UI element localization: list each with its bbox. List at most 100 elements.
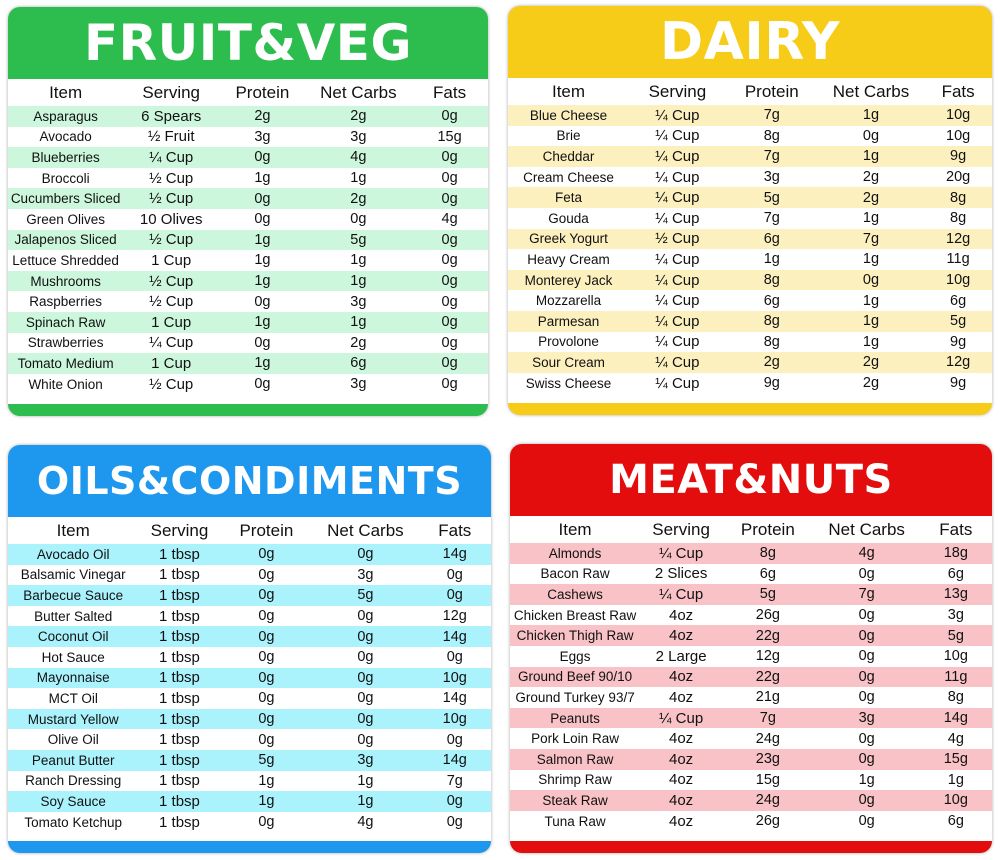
cell-protein: 1g (254, 314, 271, 331)
cell-serving: 1 tbsp (159, 648, 200, 666)
cell-fats: 0g (446, 587, 463, 604)
cell-serving: ¼ Cup (655, 106, 700, 124)
cell-fats: 0g (441, 252, 458, 269)
cell-fats: 0g (446, 566, 463, 583)
cell-net-carbs: 1g (862, 313, 880, 330)
cell-protein: 1g (258, 793, 275, 810)
table-row: Shrimp Raw 4oz 15g 1g 1g (510, 769, 992, 791)
table-row: Chicken Thigh Raw 4oz 22g 0g 5g (510, 625, 992, 646)
cell-net-carbs: 0g (357, 649, 374, 666)
cell-serving: 1 tbsp (159, 710, 200, 728)
cell-serving: ¼ Cup (655, 209, 700, 227)
cell-item: Mushrooms (30, 273, 101, 289)
cell-protein: 0g (258, 546, 275, 563)
cell-protein: 7g (759, 710, 776, 727)
cell-net-carbs: 4g (357, 814, 374, 831)
cell-net-carbs: 2g (862, 169, 880, 186)
card-body: Item Serving Protein Net Carbs Fats Almonds ¼… (510, 516, 992, 841)
cell-fats: 12g (946, 230, 971, 247)
cell-fats: 4g (441, 211, 458, 228)
cell-fats: 10g (946, 107, 971, 124)
cell-protein: 1g (258, 772, 275, 789)
cell-serving: ¼ Cup (655, 147, 700, 165)
cell-fats: 10g (943, 648, 968, 665)
table-row: Avocado Oil 1 tbsp 0g 0g 14g (8, 544, 491, 565)
column-header-fats: Fats (941, 81, 975, 101)
cell-item: Hot Sauce (41, 649, 105, 665)
cell-protein: 22g (755, 627, 780, 644)
cell-serving: 1 tbsp (159, 792, 200, 810)
cell-protein: 0g (258, 649, 275, 666)
cell-protein: 24g (755, 730, 780, 747)
table-row: Gouda ¼ Cup 7g 1g 8g (508, 207, 992, 229)
cell-net-carbs: 4g (350, 149, 367, 166)
cell-item: Almonds (548, 545, 602, 561)
cell-item: Blueberries (31, 149, 100, 165)
cell-protein: 3g (254, 128, 271, 145)
table-row: Heavy Cream ¼ Cup 1g 1g 11g (508, 249, 992, 270)
cell-net-carbs: 0g (858, 668, 875, 685)
cell-serving: ¼ Cup (655, 353, 700, 371)
cell-net-carbs: 6g (350, 355, 367, 372)
cell-serving: 1 tbsp (159, 628, 200, 646)
cell-serving: 4oz (669, 771, 694, 789)
cell-item: Tuna Raw (544, 813, 606, 829)
table-row: Jalapenos Sliced ½ Cup 1g 5g 0g (8, 229, 488, 251)
cell-fats: 0g (441, 273, 458, 290)
table-row: Steak Raw 4oz 24g 0g 10g (510, 790, 992, 811)
cell-fats: 0g (441, 355, 458, 372)
cell-serving: ¼ Cup (655, 168, 700, 186)
column-header-serving: Serving (150, 520, 209, 540)
table-header-row: Item Serving Protein Net Carbs Fats (8, 79, 488, 106)
cell-item: Cheddar (542, 148, 595, 164)
cell-serving: 1 tbsp (159, 731, 200, 749)
table-row: Hot Sauce 1 tbsp 0g 0g 0g (8, 646, 491, 668)
table-row: Provolone ¼ Cup 8g 1g 9g (508, 331, 992, 353)
card-body: Item Serving Protein Net Carbs Fats Blue Che… (508, 78, 992, 403)
cell-fats: 0g (446, 731, 463, 748)
column-header-fats: Fats (939, 519, 973, 539)
table-row: Tomato Medium 1 Cup 1g 6g 0g (8, 353, 488, 374)
dairy-card: DAIRY Item Serving Protein Net Carbs Fats Bl… (508, 6, 992, 415)
cell-fats: 10g (442, 669, 467, 686)
table-row: Coconut Oil 1 tbsp 0g 0g 14g (8, 626, 491, 647)
cell-protein: 1g (254, 252, 271, 269)
cell-serving: ¼ Cup (655, 127, 700, 145)
cell-serving: ½ Cup (149, 375, 194, 393)
table-row: Bacon Raw 2 Slices 6g 0g 6g (510, 563, 992, 585)
cell-item: Green Olives (26, 211, 105, 227)
table-row: Blueberries ¼ Cup 0g 4g 0g (8, 147, 488, 168)
cell-serving: ¼ Cup (655, 271, 700, 289)
cell-fats: 0g (441, 190, 458, 207)
table-row: Olive Oil 1 tbsp 0g 0g 0g (8, 729, 491, 750)
cell-fats: 14g (442, 628, 467, 645)
cell-item: Jalapenos Sliced (14, 232, 117, 248)
cell-serving: 1 tbsp (159, 586, 200, 604)
card-title: OILS&CONDIMENTS (36, 459, 463, 503)
cell-fats: 1g (947, 771, 964, 788)
meat-nuts-card: MEAT&NUTS Item Serving Protein Net Carbs Fat… (510, 444, 992, 853)
cell-net-carbs: 1g (357, 793, 374, 810)
nutrition-table: Item Serving Protein Net Carbs Fats Avocado … (8, 517, 491, 833)
table-header-row: Item Serving Protein Net Carbs Fats (510, 516, 992, 543)
cell-protein: 23g (755, 751, 780, 768)
cell-item: Chicken Thigh Raw (516, 628, 634, 644)
cell-net-carbs: 1g (862, 292, 880, 309)
cell-fats: 10g (943, 792, 968, 809)
cell-fats: 0g (441, 231, 458, 248)
cell-item: Salmon Raw (536, 751, 614, 767)
table-row: Avocado ½ Fruit 3g 3g 15g (8, 126, 488, 148)
cell-protein: 15g (755, 771, 780, 788)
table-row: Almonds ¼ Cup 8g 4g 18g (510, 543, 992, 564)
cell-net-carbs: 0g (862, 272, 880, 289)
table-row: Mayonnaise 1 tbsp 0g 0g 10g (8, 667, 491, 689)
table-row: Parmesan ¼ Cup 8g 1g 5g (508, 310, 992, 332)
cell-protein: 1g (254, 273, 271, 290)
cell-serving: 1 tbsp (159, 751, 200, 769)
cell-item: Cashews (547, 586, 603, 602)
table-header-row: Item Serving Protein Net Carbs Fats (8, 517, 491, 544)
cell-protein: 0g (258, 628, 275, 645)
cell-serving: 10 Olives (139, 210, 203, 228)
cell-protein: 0g (254, 190, 271, 207)
table-row: Cream Cheese ¼ Cup 3g 2g 20g (508, 166, 992, 188)
